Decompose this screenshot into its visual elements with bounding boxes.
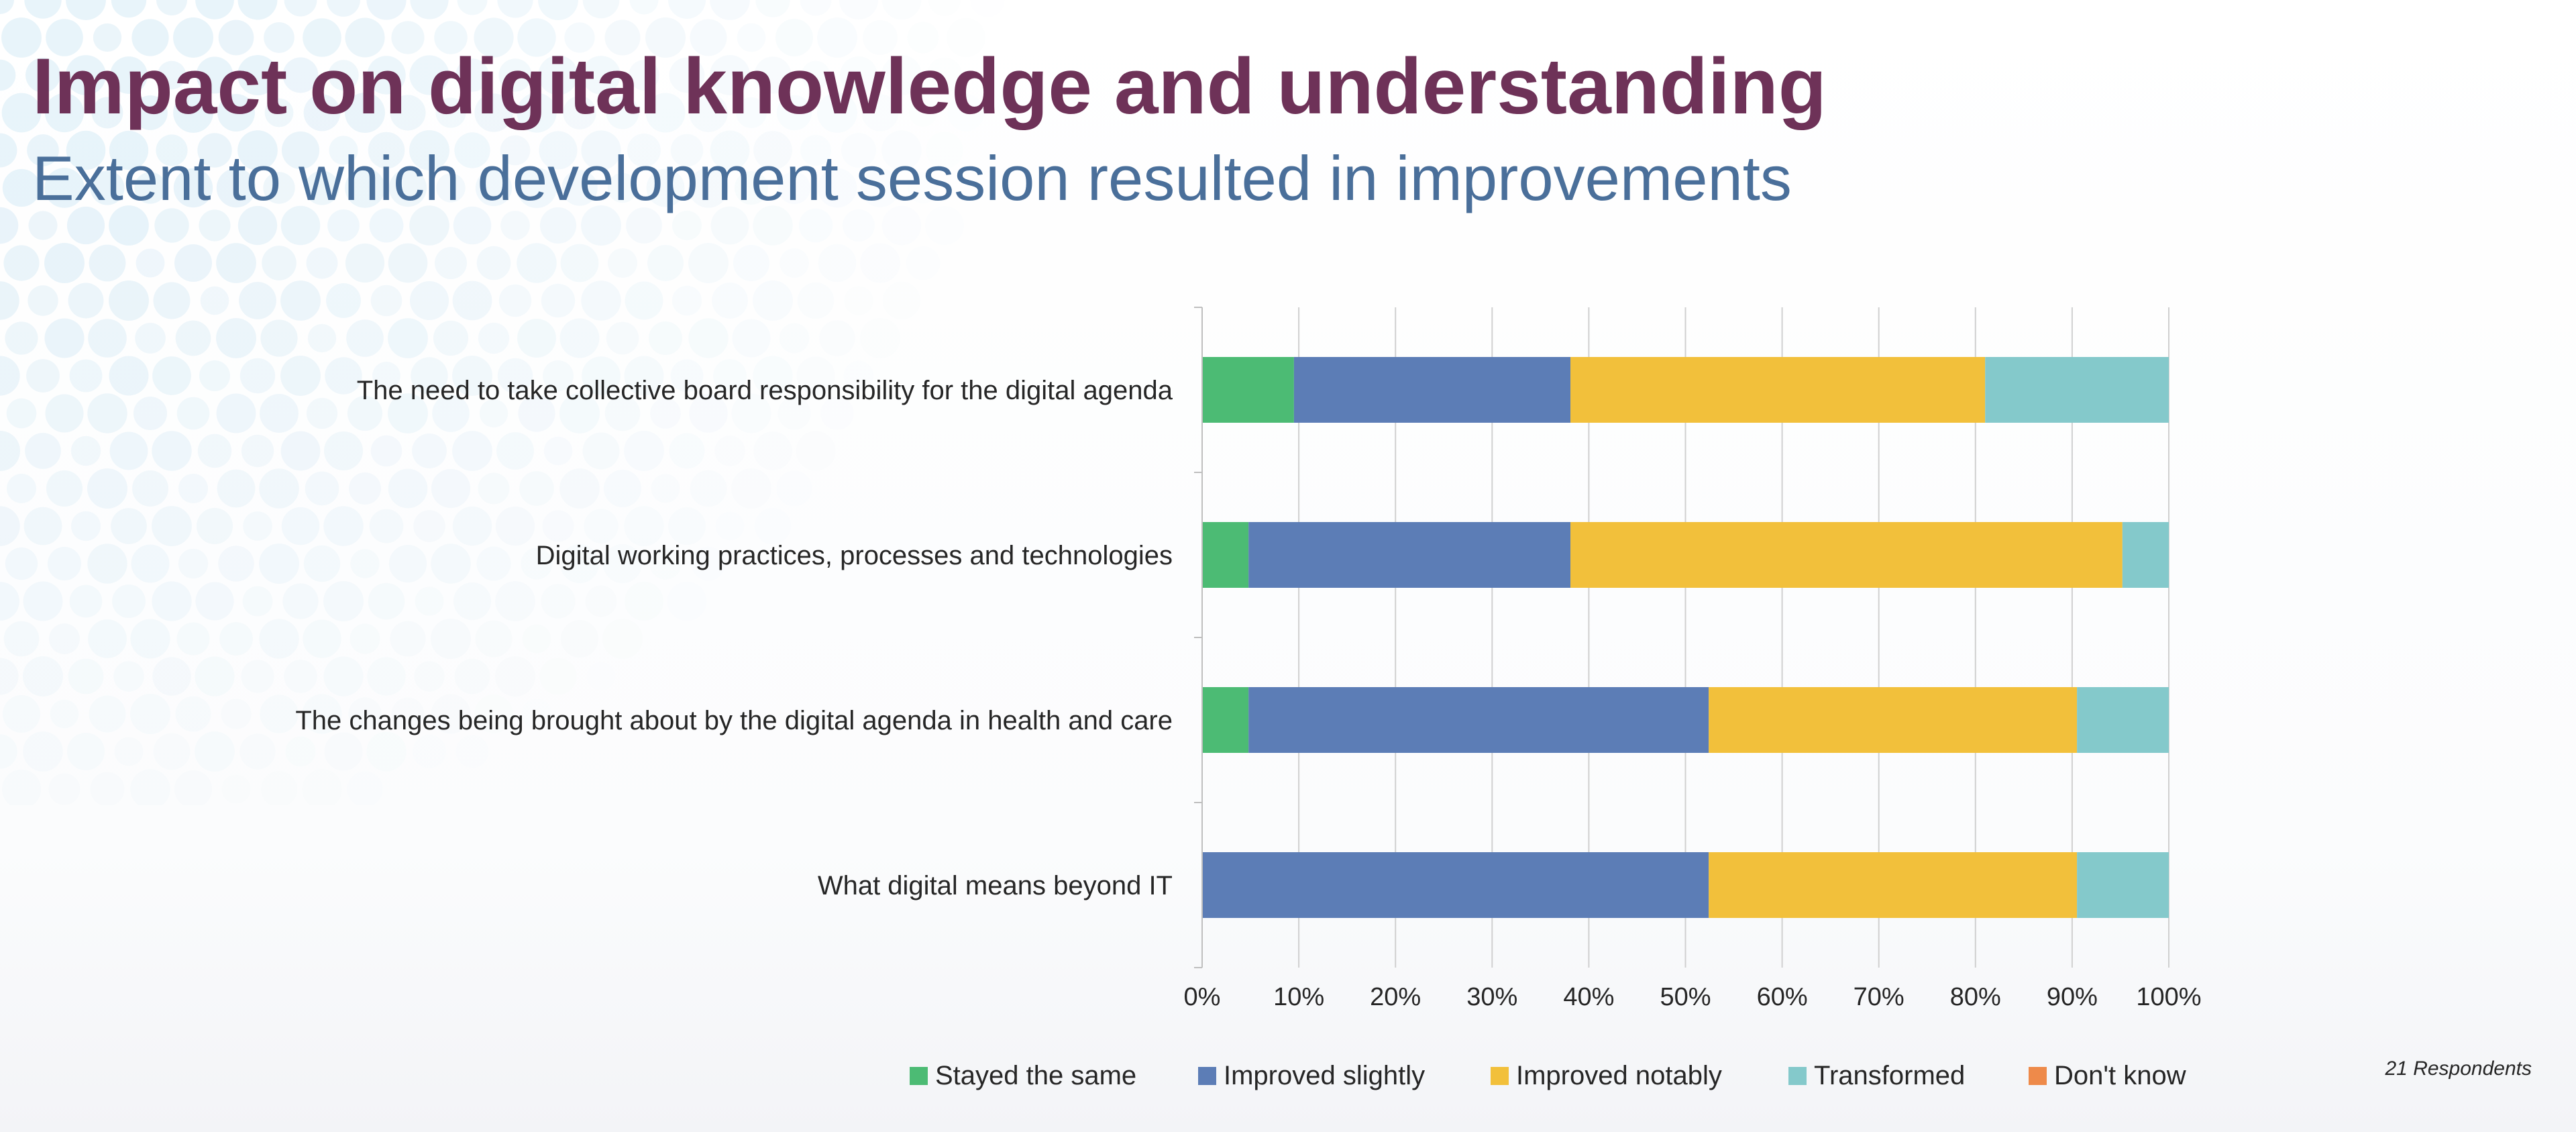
bar-segment — [1570, 357, 1986, 423]
bar-segment — [1709, 852, 2078, 918]
x-tick-label: 90% — [2047, 983, 2098, 1011]
bar-segment — [1202, 687, 1249, 753]
bar-segment — [2077, 687, 2169, 753]
bar-segment — [1985, 357, 2169, 423]
category-label: What digital means beyond IT — [818, 871, 1173, 901]
x-tick-label: 0% — [1184, 983, 1221, 1011]
bar-segment — [1202, 357, 1294, 423]
x-tick-label: 70% — [1854, 983, 1904, 1011]
legend-label: Improved notably — [1516, 1061, 1722, 1090]
legend-swatch — [1788, 1067, 1807, 1085]
bar-segment — [2122, 522, 2169, 588]
bar-segment — [1709, 687, 2078, 753]
page-subtitle: Extent to which development session resu… — [32, 143, 1792, 213]
x-tick-label: 60% — [1757, 983, 1808, 1011]
legend-swatch — [1198, 1067, 1216, 1085]
bar-segment — [1570, 522, 2123, 588]
legend-label: Improved slightly — [1224, 1061, 1425, 1090]
bar-segment — [2077, 852, 2169, 918]
category-labels: The need to take collective board respon… — [295, 376, 1173, 901]
x-tick-label: 50% — [1660, 983, 1711, 1011]
x-tick-label: 100% — [2136, 983, 2201, 1011]
page-title: Impact on digital knowledge and understa… — [32, 42, 1827, 131]
category-label: Digital working practices, processes and… — [536, 541, 1173, 570]
bar-segment — [1248, 522, 1571, 588]
x-tick-label: 10% — [1273, 983, 1324, 1011]
category-axis — [1194, 307, 1203, 968]
x-tick-labels: 0% 10% 20% 30% 40% 50% 60% 70% 80% 90% 100% — [1184, 983, 2202, 1011]
bar-segment — [1248, 687, 1709, 753]
category-label: The need to take collective board respon… — [357, 376, 1173, 405]
bar-segment — [1202, 522, 1249, 588]
x-tick-label: 20% — [1370, 983, 1421, 1011]
x-tick-label: 30% — [1466, 983, 1517, 1011]
bar-segment — [1202, 852, 1709, 918]
x-tick-label: 40% — [1563, 983, 1614, 1011]
legend-label: Stayed the same — [935, 1061, 1136, 1090]
bar-segment — [1293, 357, 1571, 423]
legend: Stayed the same Improved slightly Improved… — [910, 1061, 2186, 1090]
bar-segments — [1202, 357, 2169, 918]
legend-swatch — [2029, 1067, 2047, 1085]
respondents-note: 21 Respondents — [2385, 1058, 2532, 1080]
legend-swatch — [1491, 1067, 1509, 1085]
legend-swatch — [910, 1067, 928, 1085]
legend-label: Transformed — [1814, 1061, 1965, 1090]
legend-label: Don't know — [2054, 1061, 2186, 1090]
x-tick-label: 80% — [1950, 983, 2001, 1011]
category-label: The changes being brought about by the d… — [295, 706, 1173, 735]
